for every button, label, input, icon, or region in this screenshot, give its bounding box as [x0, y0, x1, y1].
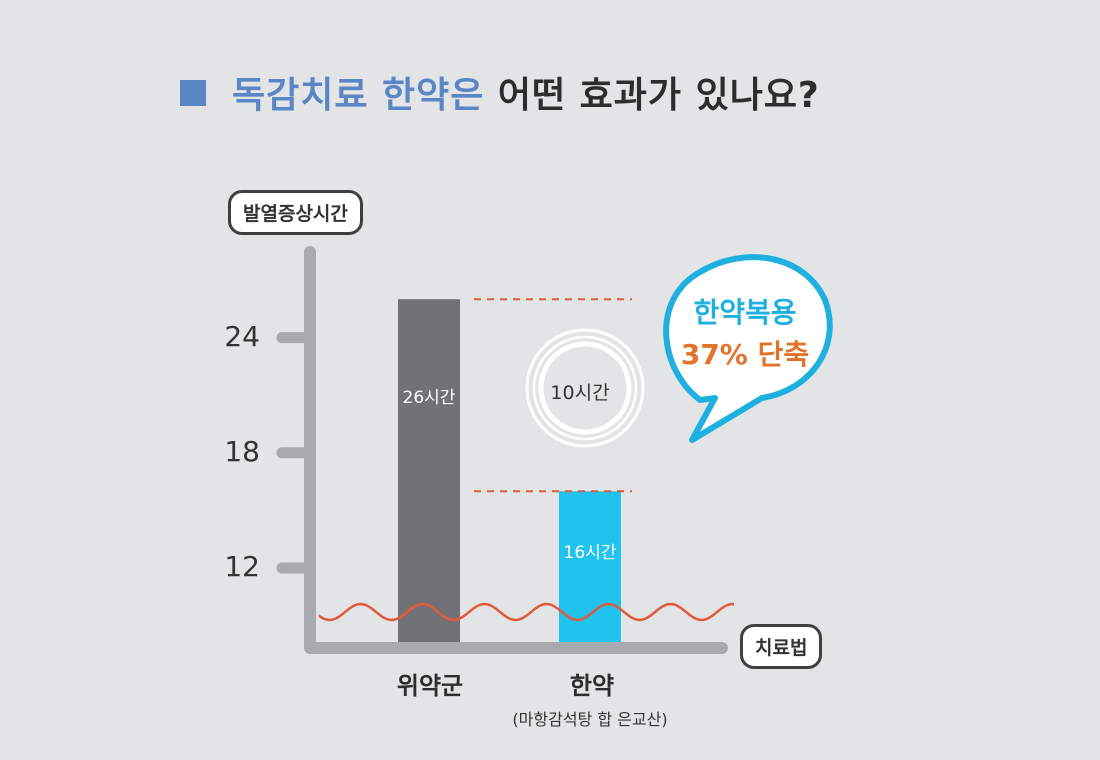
- difference-ring-outer: [525, 328, 645, 448]
- title-rest: 어떤 효과가 있나요?: [484, 75, 820, 116]
- callout-bubble: [663, 254, 833, 443]
- x-axis-label: 치료법: [740, 624, 823, 669]
- y-tick-label: 24: [224, 319, 260, 353]
- y-tick-label: 12: [224, 550, 260, 583]
- axis-break-wave: [318, 602, 735, 622]
- title-square-icon: [180, 80, 206, 106]
- bar: [398, 299, 460, 642]
- callout-line2: 37% 단축: [680, 338, 810, 371]
- chart-axes: [304, 246, 728, 654]
- callout-bubble-text: 한약복용 37% 단축: [660, 292, 830, 376]
- bar: [559, 491, 621, 642]
- callout-line1: 한약복용: [693, 296, 797, 329]
- difference-ring-middle: [532, 335, 638, 441]
- difference-ring-inner: [538, 341, 632, 435]
- difference-label: 10시간: [550, 382, 610, 404]
- category-subtitle-herbal: (마항감석탕 합 은교산): [512, 710, 668, 729]
- page-title: 독감치료 한약은 어떤 효과가 있나요?: [180, 66, 820, 118]
- bar-value-label: 26시간: [402, 388, 456, 408]
- y-tick-label: 18: [224, 434, 260, 468]
- y-axis-label: 발열증상시간: [228, 190, 363, 235]
- title-highlight: 독감치료 한약은: [232, 75, 485, 116]
- bar-value-label: 16시간: [563, 543, 617, 563]
- category-label-herbal: 한약: [569, 672, 615, 700]
- category-label-placebo: 위약군: [396, 672, 464, 700]
